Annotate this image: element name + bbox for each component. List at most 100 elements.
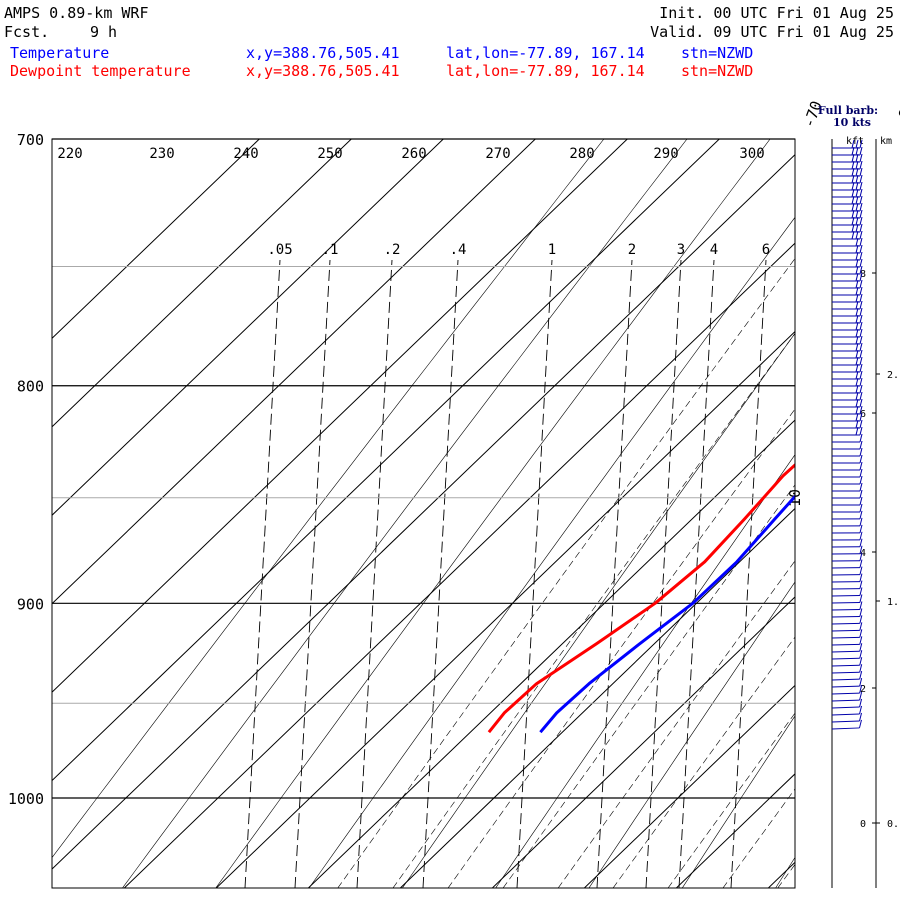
mixing-ratio-line bbox=[244, 259, 281, 888]
wind-barb-feather bbox=[851, 223, 855, 233]
wind-barb-feather bbox=[859, 684, 863, 694]
wind-barb-feather bbox=[855, 258, 859, 268]
wind-barb-feather bbox=[859, 608, 863, 617]
wind-barb bbox=[832, 202, 863, 212]
wind-barb-feather bbox=[859, 209, 863, 219]
isotherm-line bbox=[123, 242, 795, 888]
legend-temperature-latlon: lat,lon=-77.89, 167.14 bbox=[446, 44, 645, 62]
wind-barb-feather bbox=[859, 153, 863, 163]
wind-barb bbox=[831, 566, 863, 576]
wind-barb-feather bbox=[859, 216, 863, 226]
isotherm-line bbox=[860, 112, 900, 888]
wind-barb-feather bbox=[855, 153, 859, 163]
mixing-ratio-line bbox=[516, 259, 553, 888]
forecast-hour: 9 h bbox=[90, 23, 118, 41]
wind-barb-feather bbox=[859, 342, 863, 352]
wind-barb-feather bbox=[859, 489, 863, 499]
wind-barb bbox=[832, 335, 863, 345]
wind-barb bbox=[832, 153, 863, 163]
isotherm-line bbox=[52, 139, 721, 782]
isotherm-line bbox=[215, 330, 795, 888]
wind-barb bbox=[832, 440, 863, 450]
wind-barb-feather bbox=[859, 321, 863, 331]
wind-barb-shaft bbox=[831, 692, 860, 695]
wind-barb bbox=[831, 657, 863, 667]
wind-barb-feather bbox=[859, 468, 863, 478]
wind-barb bbox=[831, 496, 863, 506]
wind-barb bbox=[832, 377, 863, 387]
moist-adiabat-line bbox=[337, 258, 795, 888]
moist-adiabat-line bbox=[557, 560, 795, 888]
mixing-ratio-line bbox=[422, 259, 459, 888]
kft-tick-label: 0 bbox=[860, 819, 866, 830]
wind-barb-feather bbox=[859, 678, 863, 687]
isotherm-line bbox=[52, 154, 795, 870]
wind-barb-feather bbox=[859, 398, 863, 408]
wind-barb-feather bbox=[859, 601, 863, 610]
wind-barb bbox=[832, 405, 863, 415]
wind-barb-feather bbox=[855, 195, 859, 205]
wind-barb bbox=[832, 300, 863, 310]
wind-barb bbox=[832, 363, 863, 373]
wind-barb-feather bbox=[859, 719, 862, 729]
wind-barb bbox=[832, 209, 863, 219]
wind-barb-feather bbox=[855, 321, 859, 331]
wind-barb-shaft bbox=[831, 671, 860, 674]
wind-barb-feather bbox=[859, 188, 863, 198]
moist-adiabat-line bbox=[833, 112, 900, 888]
wind-barb-feather bbox=[859, 587, 863, 596]
wind-barb-feather bbox=[859, 377, 863, 387]
wind-barb-panel: Full barb:10 kts kft km 0 2 4 6 8 0. 1. 2. bbox=[818, 104, 899, 888]
dry-adiabat-label: 240 bbox=[233, 146, 258, 162]
wind-barb-feather bbox=[859, 503, 863, 513]
wind-barb-feather bbox=[859, 293, 863, 303]
wind-barb-feather bbox=[855, 349, 859, 359]
mixing-ratio-line bbox=[596, 259, 633, 888]
wind-barb bbox=[832, 181, 863, 191]
wind-barb bbox=[832, 489, 863, 499]
wind-barb-feather bbox=[859, 314, 863, 324]
wind-barb-feather bbox=[859, 384, 863, 394]
wind-barb bbox=[832, 426, 863, 436]
wind-barb-feather bbox=[851, 216, 855, 226]
mixing-ratio-label: .05 bbox=[267, 242, 292, 258]
dry-adiabat-label: 300 bbox=[739, 146, 764, 162]
wind-barb bbox=[832, 349, 863, 359]
wind-barb-feather bbox=[859, 664, 863, 673]
wind-barb-feather bbox=[859, 405, 863, 415]
wind-barb-feather bbox=[855, 244, 859, 254]
wind-barb-shaft bbox=[831, 629, 860, 632]
wind-barb-feather bbox=[859, 482, 863, 492]
mixing-ratio-line bbox=[730, 259, 767, 888]
wind-barb-feather bbox=[859, 419, 863, 429]
wind-barb-feather bbox=[859, 705, 863, 715]
wind-barb-feather bbox=[859, 230, 863, 240]
wind-barb-feather bbox=[859, 167, 863, 177]
wind-barb-feather bbox=[859, 559, 863, 568]
wind-barb bbox=[832, 188, 863, 198]
wind-barb-feather bbox=[859, 538, 863, 547]
wind-barb bbox=[831, 678, 863, 688]
wind-barb bbox=[831, 524, 863, 534]
moist-adiabat-line bbox=[502, 484, 795, 888]
wind-barb-feather bbox=[855, 342, 859, 352]
wind-barb bbox=[831, 650, 863, 660]
wind-barb-feather bbox=[859, 174, 863, 184]
wind-barb bbox=[831, 698, 863, 709]
wind-barb-feather bbox=[855, 237, 859, 247]
wind-barb-feather bbox=[855, 398, 859, 408]
wind-barb bbox=[832, 398, 863, 408]
mixing-ratio-label: 3 bbox=[677, 242, 685, 258]
wind-barb bbox=[831, 636, 863, 646]
wind-barb bbox=[832, 342, 863, 352]
wind-barb-feather bbox=[855, 328, 859, 338]
wind-barb bbox=[831, 601, 863, 611]
wind-barb-feather bbox=[855, 412, 859, 422]
wind-barb bbox=[831, 664, 863, 674]
wind-barb bbox=[832, 356, 863, 366]
wind-barb-feather bbox=[855, 146, 859, 156]
wind-barb bbox=[831, 587, 863, 597]
pressure-tick-label: 800 bbox=[17, 378, 44, 396]
mixing-ratio-label: .2 bbox=[384, 242, 401, 258]
wind-barb bbox=[832, 167, 863, 177]
